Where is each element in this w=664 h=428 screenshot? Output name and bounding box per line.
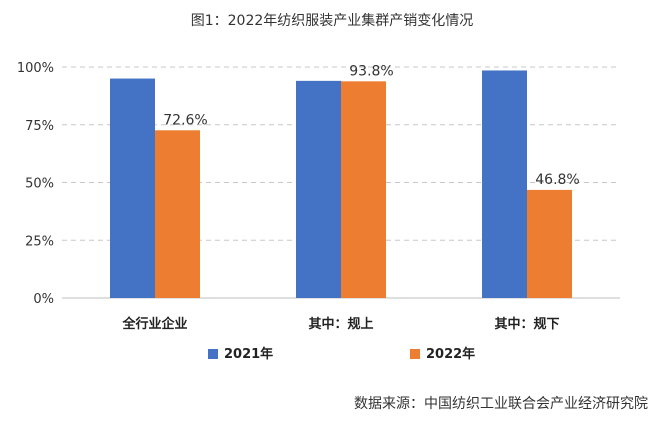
bar bbox=[482, 70, 527, 298]
source-note: 数据来源：中国纺织工业联合会产业经济研究院 bbox=[354, 396, 648, 412]
y-tick-label: 50% bbox=[25, 177, 54, 192]
bar bbox=[110, 78, 155, 298]
x-tick-label: 其中：规下 bbox=[494, 316, 559, 332]
bar bbox=[296, 80, 341, 298]
bar bbox=[341, 81, 386, 299]
bar bbox=[527, 189, 572, 298]
y-tick-label: 25% bbox=[25, 234, 54, 249]
y-tick-label: 75% bbox=[25, 119, 54, 134]
data-label: 46.8% bbox=[535, 172, 579, 188]
y-tick-label: 100% bbox=[17, 61, 54, 76]
data-labels: 72.6% 93.8% 46.8% bbox=[163, 63, 579, 188]
legend-swatch bbox=[208, 349, 218, 359]
legend: 2021年 2022年 bbox=[208, 346, 475, 362]
data-label: 93.8% bbox=[349, 63, 393, 79]
y-tick-label: 0% bbox=[33, 292, 54, 307]
legend-label: 2021年 bbox=[224, 346, 273, 362]
x-tick-label: 其中：规上 bbox=[308, 316, 373, 332]
legend-label: 2022年 bbox=[426, 346, 475, 362]
legend-swatch bbox=[410, 349, 420, 359]
bar bbox=[155, 130, 200, 298]
data-label: 72.6% bbox=[163, 112, 207, 128]
bars bbox=[110, 70, 572, 299]
x-tick-label: 全行业企业 bbox=[121, 316, 187, 332]
chart-title: 图1：2022年纺织服装产业集群产销变化情况 bbox=[190, 13, 474, 29]
